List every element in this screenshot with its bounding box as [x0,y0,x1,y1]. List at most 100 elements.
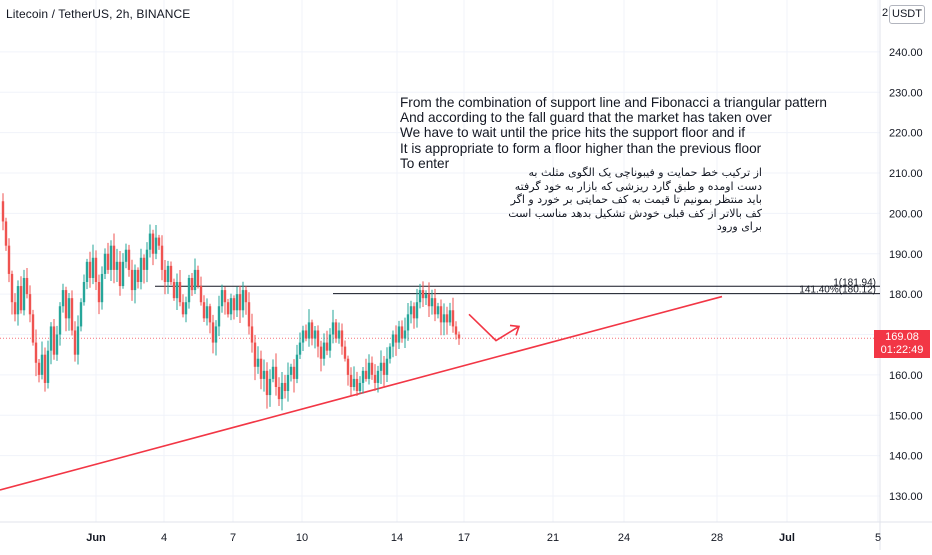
candle-bearish [250,326,254,343]
candle-bullish [235,294,239,311]
candle-bullish [307,322,311,339]
fib-level-label: 141.40%(180.12) [799,285,876,296]
candle-bearish [334,322,338,339]
candle-bullish [82,282,86,303]
candle-bullish [268,378,272,396]
candle-bullish [328,334,332,351]
candle-bullish [187,277,191,303]
candle-bullish [271,366,275,379]
candle-bearish [343,346,347,359]
candle-bullish [166,265,170,283]
candle-bullish [367,362,371,379]
candle-bullish [193,269,197,291]
axis-edge-digit: 2 [882,7,889,19]
english-annotation: From the combination of support line and… [400,95,827,171]
candle-bearish [325,342,329,351]
y-tick-label: 130.00 [889,491,923,503]
candle-bearish [172,282,176,299]
candle-bearish [127,249,131,270]
candle-bearish [433,298,437,315]
candle-bearish [373,374,377,383]
y-tick-label: 200.00 [889,208,923,220]
candle-bullish [109,245,113,270]
candle-bullish [409,306,413,315]
candle-bearish [283,382,287,392]
candle-bullish [313,330,317,339]
candle-bullish [280,382,284,400]
bar-countdown: 01:22:49 [880,344,924,356]
x-tick-label: 5 [875,532,881,544]
candle-bullish [67,298,71,319]
candle-bearish [142,257,146,270]
candle-bearish [10,273,14,303]
candle-bearish [259,358,263,379]
candle-bearish [202,302,206,319]
candle-bearish [355,378,359,392]
y-tick-label: 220.00 [889,128,923,140]
candle-bearish [34,342,38,363]
candle-bearish [106,253,110,270]
trendline-layer [0,295,723,491]
candle-bearish [19,286,23,311]
x-tick-label: 4 [161,532,167,544]
candle-bullish [115,261,119,270]
y-tick-label: 190.00 [889,249,923,261]
candle-bearish [253,342,257,367]
candle-bearish [247,302,251,327]
candle-bearish [31,314,35,343]
candle-bearish [136,269,140,283]
candle-bullish [217,306,221,327]
candle-bullish [229,298,233,315]
candle-bullish [436,306,440,315]
candle-bearish [52,326,56,355]
candle-bearish [28,294,32,315]
candle-bearish [316,330,320,347]
candle-bullish [256,358,260,367]
candle-bullish [205,306,209,319]
candle-bullish [121,261,125,287]
candle-bullish [295,354,299,379]
candle-bullish [79,302,83,327]
candle-bearish [73,330,77,355]
candle-bearish [4,221,8,246]
candle-bullish [289,366,293,375]
candle-bullish [76,326,80,355]
candle-bullish [154,237,158,254]
candle-bullish [397,326,401,343]
candle-bullish [16,286,20,315]
candle-bullish [85,261,89,283]
y-tick-label: 230.00 [889,87,923,99]
candle-bullish [58,306,62,335]
candle-bearish [157,237,161,246]
last-price-tag: 169.08 01:22:49 [874,330,930,358]
candle-bullish [220,290,224,307]
candle-bearish [349,374,353,387]
candle-bearish [277,386,281,400]
candle-bullish [331,322,335,335]
projected-path [468,313,520,342]
candle-bearish [94,257,98,283]
candle-bearish [232,298,236,311]
candle-bullish [322,342,326,359]
candle-bearish [88,261,92,278]
candle-bearish [457,334,461,339]
candle-bearish [238,294,242,311]
candle-bullish [358,382,362,392]
candle-bearish [118,261,122,287]
candle-bearish [25,277,29,295]
y-tick-label: 150.00 [889,410,923,422]
candle-bullish [55,334,59,355]
candle-bullish [403,330,407,339]
candle-bullish [376,370,380,383]
candle-bullish [430,298,434,307]
candle-bearish [130,269,134,291]
candle-bullish [175,282,179,299]
y-tick-label: 210.00 [889,168,923,180]
candle-bullish [241,290,245,311]
candle-bearish [226,302,230,315]
currency-button[interactable]: USDT [889,5,925,24]
candle-bearish [451,310,455,327]
candle-bearish [244,290,248,303]
